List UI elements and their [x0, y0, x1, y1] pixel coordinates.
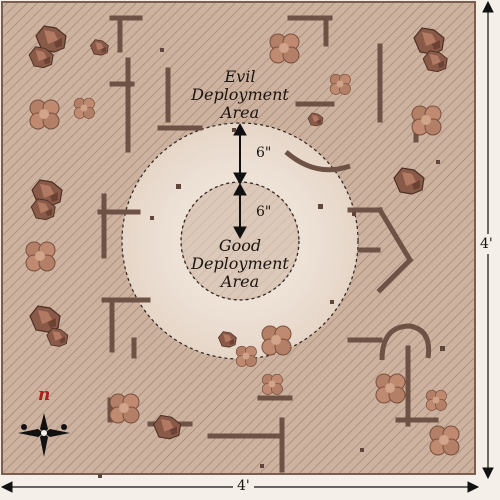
distance-arrows: [233, 122, 247, 240]
compass-rose-icon: [18, 413, 70, 457]
evil-deployment-label: Evil Deployment Area: [190, 68, 290, 122]
good-label-line1: Good: [218, 236, 262, 255]
inner-gap-label: 6": [256, 204, 272, 220]
good-label-line2: Deployment: [191, 254, 289, 273]
north-label: n: [38, 385, 51, 405]
evil-label-line1: Evil: [224, 67, 256, 86]
evil-label-line3: Area: [220, 103, 260, 122]
outer-gap-label: 6": [256, 145, 272, 161]
good-label-line3: Area: [220, 272, 260, 291]
debris: [98, 48, 445, 478]
board-height-label: 4': [480, 234, 493, 254]
good-deployment-label: Good Deployment Area: [190, 237, 290, 291]
evil-label-line2: Deployment: [191, 85, 289, 104]
board-width-label: 4': [233, 478, 254, 494]
